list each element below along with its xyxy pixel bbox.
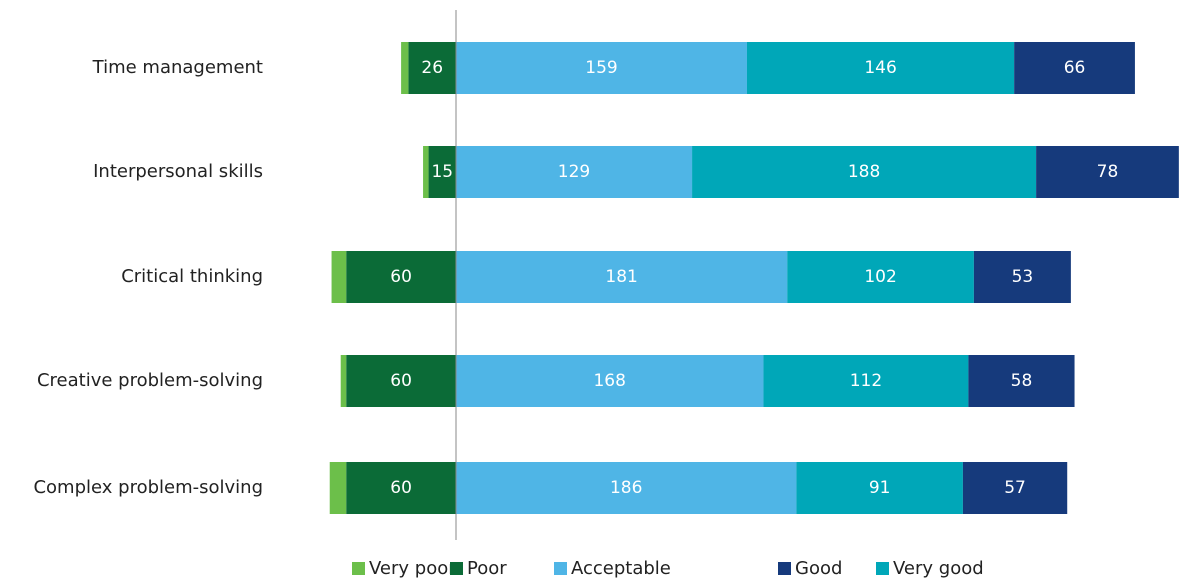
value-label: 15 bbox=[431, 162, 453, 182]
legend-label: Acceptable bbox=[571, 558, 671, 579]
value-label: 58 bbox=[1011, 371, 1033, 391]
legend-swatch bbox=[352, 562, 365, 575]
bar-segment bbox=[746, 42, 1015, 94]
value-label: 26 bbox=[421, 58, 443, 78]
category-label: Time management bbox=[92, 57, 263, 78]
value-label: 66 bbox=[1064, 58, 1086, 78]
bar-segment bbox=[1036, 146, 1179, 198]
category-label: Critical thinking bbox=[121, 266, 263, 287]
value-label: 78 bbox=[1097, 162, 1119, 182]
category-label: Creative problem-solving bbox=[37, 370, 263, 391]
legend-label: Poor bbox=[467, 558, 507, 579]
value-label: 102 bbox=[864, 267, 896, 287]
value-label: 112 bbox=[850, 371, 882, 391]
bar-segment bbox=[340, 355, 347, 407]
bar-segment bbox=[763, 355, 969, 407]
value-label: 129 bbox=[558, 162, 590, 182]
bar-segment bbox=[329, 462, 347, 514]
value-label: 60 bbox=[390, 478, 412, 498]
bar-segment bbox=[973, 251, 1071, 303]
legend-swatch bbox=[876, 562, 889, 575]
value-label: 53 bbox=[1012, 267, 1034, 287]
bar-segment bbox=[456, 251, 788, 303]
value-label: 159 bbox=[585, 58, 617, 78]
legend-swatch bbox=[450, 562, 463, 575]
legend-swatch bbox=[778, 562, 791, 575]
bar-segment bbox=[962, 462, 1068, 514]
bar-segment bbox=[456, 42, 747, 94]
value-label: 60 bbox=[390, 267, 412, 287]
bar-segment bbox=[787, 251, 974, 303]
bar-segment bbox=[346, 462, 456, 514]
value-label: 188 bbox=[848, 162, 880, 182]
bar-segment bbox=[346, 355, 456, 407]
bar-segment bbox=[331, 251, 347, 303]
bar-segment bbox=[456, 462, 797, 514]
category-label: Complex problem-solving bbox=[33, 477, 263, 498]
value-label: 168 bbox=[593, 371, 625, 391]
category-label: Interpersonal skills bbox=[93, 161, 263, 182]
bar-segment bbox=[346, 251, 456, 303]
bar-segment bbox=[401, 42, 409, 94]
bar-segment bbox=[408, 42, 456, 94]
value-label: 91 bbox=[869, 478, 891, 498]
bar-segment bbox=[1014, 42, 1135, 94]
value-label: 57 bbox=[1004, 478, 1026, 498]
bar-segment bbox=[423, 146, 429, 198]
bar-segment bbox=[456, 146, 693, 198]
bar-segment bbox=[428, 146, 456, 198]
value-label: 60 bbox=[390, 371, 412, 391]
bar-segment bbox=[796, 462, 963, 514]
value-label: 181 bbox=[605, 267, 637, 287]
value-label: 146 bbox=[864, 58, 896, 78]
bar-segment bbox=[968, 355, 1075, 407]
legend-label: Good bbox=[795, 558, 842, 579]
legend-label: Very good bbox=[893, 558, 984, 579]
bar-segment bbox=[692, 146, 1037, 198]
value-label: 186 bbox=[610, 478, 642, 498]
legend-label: Very poor bbox=[369, 558, 456, 579]
bar-segment bbox=[456, 355, 764, 407]
legend-swatch bbox=[554, 562, 567, 575]
